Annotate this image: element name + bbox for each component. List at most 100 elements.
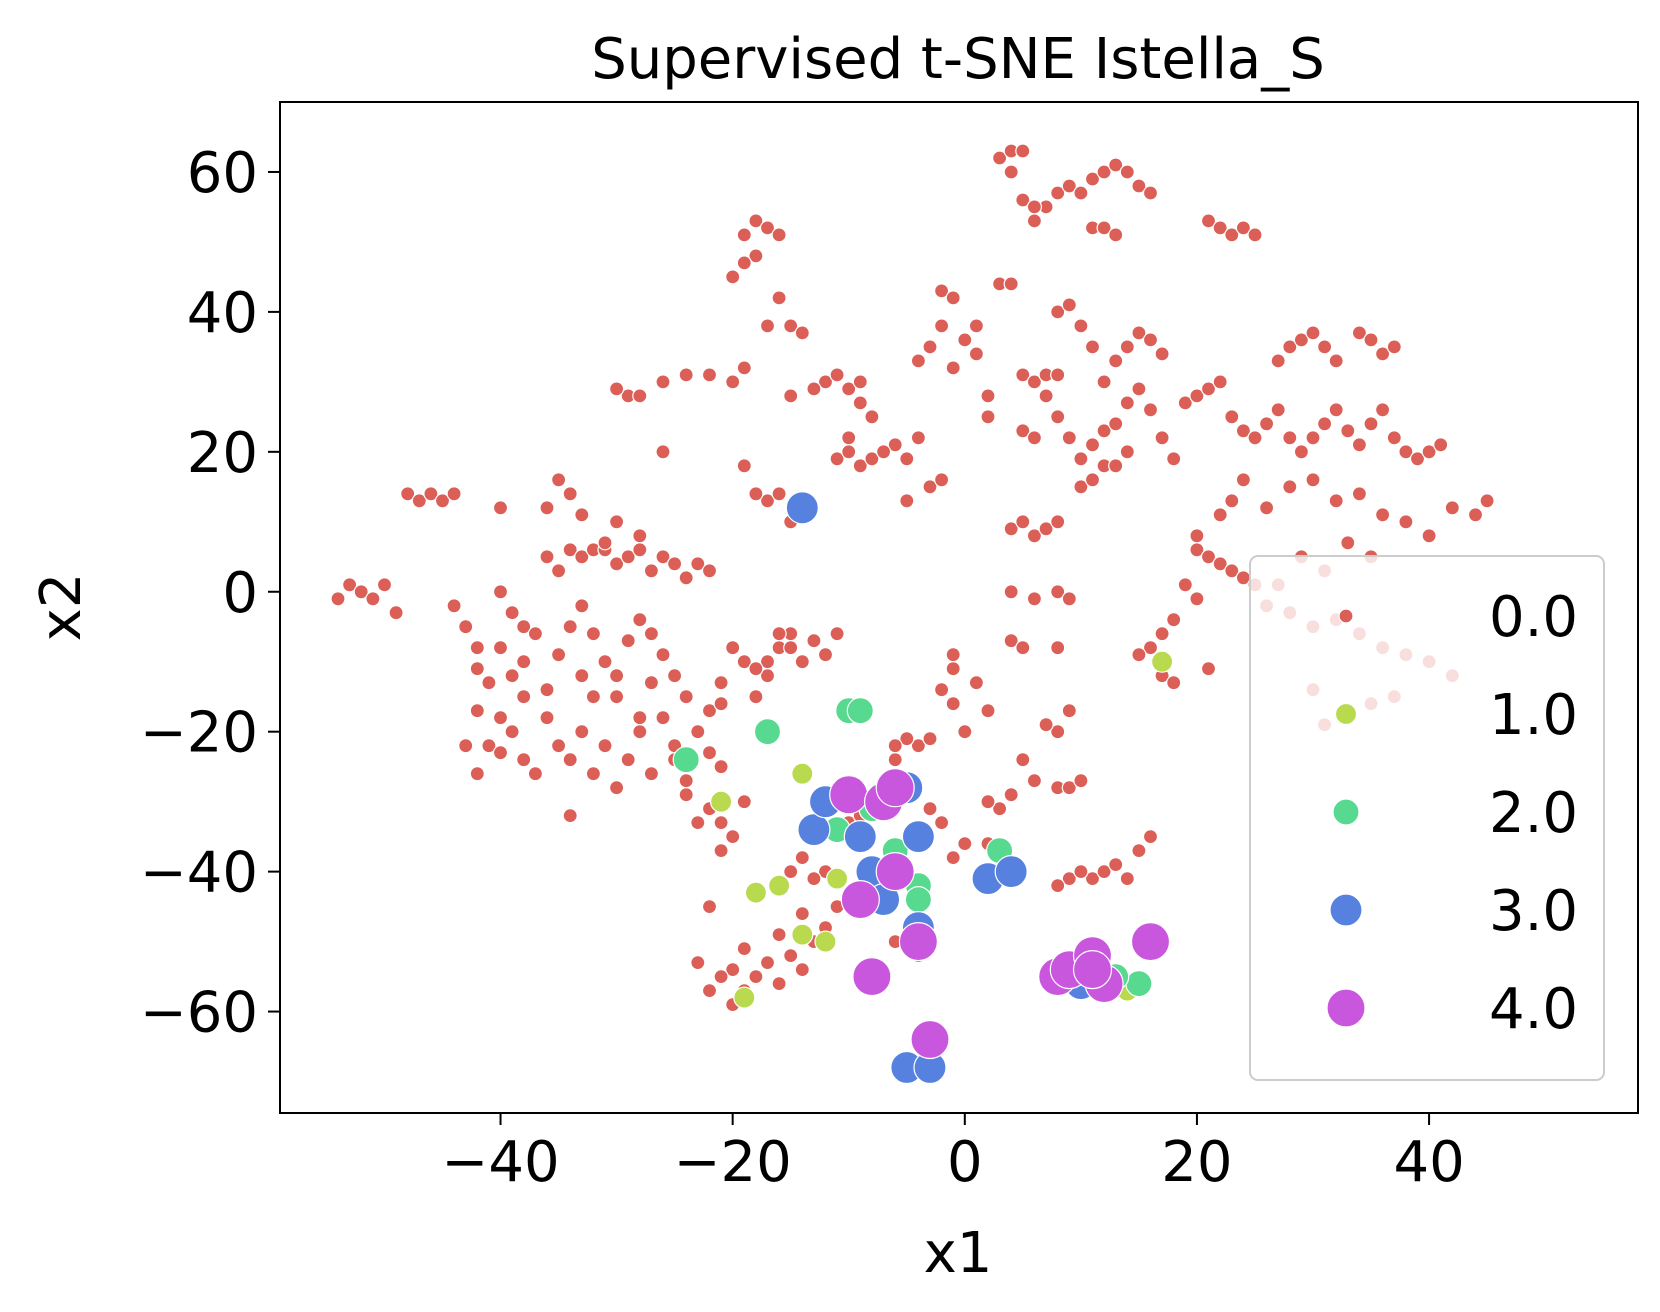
data-point — [797, 812, 831, 847]
data-point — [1131, 647, 1147, 663]
legend-marker — [1329, 893, 1363, 927]
data-point — [701, 745, 718, 761]
x-tick-label: −40 — [441, 1130, 559, 1195]
data-point — [1177, 577, 1193, 593]
data-point — [469, 703, 485, 719]
data-point — [1444, 500, 1460, 516]
data-point — [968, 675, 985, 691]
data-point — [1154, 346, 1170, 362]
data-point — [794, 654, 810, 670]
y-tick-label: −20 — [140, 701, 258, 766]
data-point — [771, 975, 787, 992]
data-point — [1015, 143, 1031, 159]
y-tick-label: 20 — [187, 421, 258, 486]
data-point — [1177, 395, 1193, 411]
data-point — [1305, 472, 1321, 488]
data-point — [678, 367, 694, 383]
data-point — [1351, 486, 1368, 502]
data-point — [1247, 430, 1263, 446]
data-point — [852, 395, 868, 411]
data-point — [574, 668, 590, 684]
data-point — [1119, 164, 1135, 180]
data-point — [806, 633, 822, 649]
data-point — [887, 437, 903, 453]
data-point — [620, 549, 636, 565]
x-axis-ticks: −40 −20 0 20 40 — [441, 1113, 1465, 1195]
data-point — [1096, 423, 1112, 439]
data-point — [608, 381, 625, 397]
data-point — [690, 556, 706, 572]
data-point — [1073, 479, 1089, 495]
data-point — [1073, 863, 1089, 880]
data-point — [1015, 640, 1031, 656]
data-point — [562, 619, 578, 635]
data-point — [968, 318, 985, 334]
legend-marker — [1334, 702, 1358, 726]
data-point — [829, 626, 845, 642]
data-point — [725, 374, 741, 390]
data-point — [1386, 430, 1402, 446]
data-point — [736, 227, 752, 243]
data-point — [1270, 353, 1286, 369]
data-point — [655, 374, 671, 390]
data-point — [759, 654, 776, 670]
data-point — [1038, 521, 1054, 537]
data-point — [527, 766, 544, 782]
data-point — [1235, 220, 1252, 236]
data-point — [901, 819, 936, 854]
data-point — [446, 598, 462, 614]
data-point — [585, 766, 602, 782]
data-point — [771, 290, 787, 306]
data-point — [1340, 423, 1356, 439]
data-point — [1340, 535, 1356, 551]
data-point — [1119, 395, 1135, 411]
data-point — [794, 325, 810, 341]
data-point — [922, 731, 938, 747]
data-point — [1061, 178, 1077, 194]
data-point — [504, 605, 520, 621]
data-point — [1073, 773, 1089, 789]
data-point — [1003, 276, 1019, 292]
data-point — [1374, 402, 1391, 418]
data-point — [1258, 416, 1275, 432]
data-point — [899, 493, 915, 509]
data-point — [1073, 318, 1089, 334]
data-point — [713, 696, 729, 712]
data-point — [1305, 430, 1321, 446]
data-point — [1282, 339, 1298, 355]
y-tick-label: −40 — [140, 841, 258, 906]
data-point — [759, 493, 776, 509]
data-point — [492, 500, 509, 516]
data-point — [1247, 227, 1263, 243]
data-point — [1270, 402, 1286, 418]
data-point — [678, 773, 694, 789]
data-point — [1050, 640, 1066, 656]
data-point — [945, 360, 961, 376]
data-point — [852, 956, 892, 997]
data-point — [759, 318, 776, 334]
data-point — [597, 535, 613, 551]
data-point — [767, 874, 791, 897]
data-point — [817, 374, 834, 390]
data-point — [945, 647, 961, 663]
data-point — [1142, 402, 1159, 418]
x-tick-label: 20 — [1161, 1130, 1232, 1195]
data-point — [1050, 584, 1066, 600]
data-point — [1119, 339, 1135, 355]
data-point — [783, 947, 799, 964]
data-point — [330, 591, 346, 607]
data-point — [887, 738, 903, 754]
data-point — [539, 549, 555, 565]
data-point — [1084, 339, 1101, 355]
data-point — [539, 710, 555, 726]
data-point — [655, 549, 671, 565]
data-point — [945, 661, 961, 677]
data-point — [1212, 220, 1228, 236]
data-point — [365, 591, 381, 607]
data-point — [516, 654, 532, 670]
data-point — [1200, 213, 1217, 229]
data-point — [748, 248, 764, 264]
series-4.0 — [829, 768, 1171, 1060]
data-point — [434, 493, 451, 509]
